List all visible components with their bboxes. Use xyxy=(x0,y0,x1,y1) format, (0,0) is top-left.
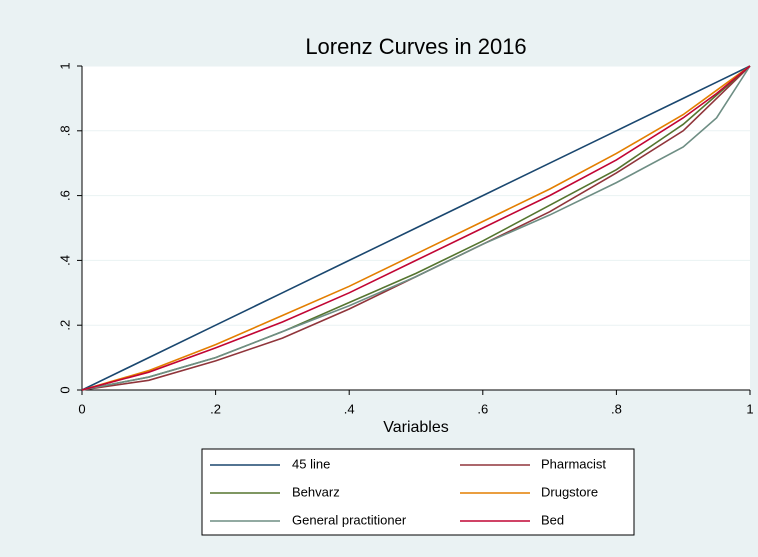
y-tick-label: .6 xyxy=(57,190,72,201)
y-tick-label: .4 xyxy=(57,255,72,266)
y-tick-label: .8 xyxy=(57,125,72,136)
x-tick-label: 0 xyxy=(78,401,85,416)
legend-label: 45 line xyxy=(292,456,330,471)
x-tick-label: .8 xyxy=(611,401,622,416)
series-line xyxy=(81,65,751,391)
legend-label: General practitioner xyxy=(292,512,407,527)
series-line xyxy=(81,65,751,391)
y-tick-label: 0 xyxy=(57,386,72,393)
legend-label: Pharmacist xyxy=(541,456,606,471)
x-tick-label: 1 xyxy=(746,401,753,416)
series-line xyxy=(81,65,751,391)
series-line xyxy=(81,65,751,391)
x-tick-label: .6 xyxy=(477,401,488,416)
legend-label: Drugstore xyxy=(541,484,598,499)
x-tick-label: .2 xyxy=(210,401,221,416)
chart-title: Lorenz Curves in 2016 xyxy=(305,34,526,59)
y-tick-label: 1 xyxy=(57,62,72,69)
legend-label: Bed xyxy=(541,512,564,527)
x-tick-label: .4 xyxy=(344,401,355,416)
y-tick-label: .2 xyxy=(57,320,72,331)
x-axis-label: Variables xyxy=(383,419,449,436)
legend-label: Behvarz xyxy=(292,484,340,499)
